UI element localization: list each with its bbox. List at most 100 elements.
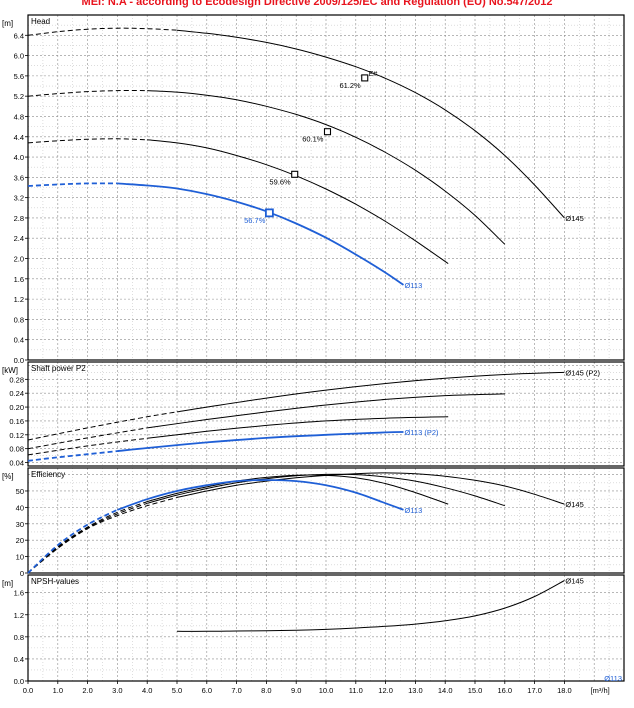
curve-solid-segment <box>147 393 505 429</box>
y-tick-label: 5.6 <box>14 72 24 81</box>
curve-solid-segment <box>176 29 565 219</box>
y-tick-label: 3.6 <box>14 173 24 182</box>
curve-end-label: Ø145 <box>565 214 583 223</box>
y-tick-label: 0.8 <box>14 315 24 324</box>
x-tick-label: 5.0 <box>172 686 182 695</box>
y-tick-label: 1.2 <box>14 295 24 304</box>
y-tick-label: 2.0 <box>14 255 24 264</box>
x-tick-label: 18.0 <box>557 686 572 695</box>
y-tick-label: 0.08 <box>9 445 24 454</box>
curve-solid-segment <box>147 139 449 265</box>
curve-dashed-segment <box>27 411 178 441</box>
panel-frame <box>27 361 625 467</box>
duty-point-marker <box>291 170 299 178</box>
y-unit-label: [m] <box>2 19 13 28</box>
regulation-banner: MEI: N.A - according to Ecodesign Direct… <box>81 0 553 8</box>
y-tick-label: 40 <box>16 503 24 512</box>
y-unit-label: [kW] <box>2 366 18 375</box>
head-panel: 0.0 0.4 0.8 1.2 1.6 2.0 2.4 2.8 3.2 3.6 4.0 4.4 4.8 5… <box>2 14 625 365</box>
y-unit-label: [%] <box>2 472 14 481</box>
duty-point-marker <box>361 74 369 82</box>
duty-point-marker <box>264 208 274 218</box>
x-tick-label: 12.0 <box>378 686 393 695</box>
point-tag-label: E# <box>369 71 378 78</box>
y-tick-label: 30 <box>16 520 24 529</box>
panel-title: Shaft power P2 <box>31 364 86 373</box>
curve-solid-segment <box>176 580 565 632</box>
y-tick-label: 0.16 <box>9 417 24 426</box>
curve-solid-segment <box>147 416 449 439</box>
y-tick-label: 1.6 <box>14 589 24 598</box>
y-tick-label: 5.2 <box>14 92 24 101</box>
x-tick-label: 8.0 <box>261 686 271 695</box>
power-panel: 0.04 0.08 0.12 0.16 0.20 0.24 0.28[kW] Shaft po… <box>2 361 625 468</box>
curve-dashed-segment <box>27 427 148 450</box>
curve-dashed-segment <box>27 90 148 97</box>
y-tick-label: 0.8 <box>14 633 24 642</box>
x-tick-label: 9.0 <box>291 686 301 695</box>
curve-solid-segment <box>147 90 506 245</box>
x-tick-label: 3.0 <box>112 686 122 695</box>
y-tick-label: 0.4 <box>14 655 24 664</box>
curve-dashed-segment <box>27 437 148 456</box>
curve-end-label: Ø145 (P2) <box>565 368 600 377</box>
x-tick-label: 10.0 <box>319 686 334 695</box>
y-tick-label: 0.4 <box>14 336 24 345</box>
x-tick-label: 2.0 <box>82 686 92 695</box>
y-tick-label: 0.12 <box>9 431 24 440</box>
x-tick-label: 6.0 <box>202 686 212 695</box>
y-tick-label: 0 <box>20 569 24 578</box>
y-tick-label: 4.8 <box>14 112 24 121</box>
efficiency-panel: 0 10 20 30 40 50[%] Efficiency Ø145 Ø113 <box>2 467 625 578</box>
curve-dashed-segment <box>27 450 118 462</box>
curve-end-label: Ø113 <box>604 674 622 683</box>
x-tick-label: 7.0 <box>231 686 241 695</box>
efficiency-point-label: 56.7% <box>244 216 266 225</box>
curve-solid-segment <box>147 473 505 507</box>
y-tick-label: 1.6 <box>14 275 24 284</box>
y-tick-label: 0.0 <box>14 356 24 365</box>
curve-end-label: Ø145 <box>565 577 583 586</box>
x-tick-label: 15.0 <box>468 686 483 695</box>
y-tick-label: 2.8 <box>14 214 24 223</box>
curve-solid-segment <box>176 371 565 413</box>
curve-end-label: Ø145 <box>565 500 583 509</box>
x-tick-label: 17.0 <box>527 686 542 695</box>
curve-solid-segment <box>117 182 404 286</box>
y-tick-label: 0.0 <box>14 677 24 686</box>
curve-dashed-segment <box>27 497 178 574</box>
curve-dashed-segment <box>27 138 148 144</box>
y-tick-label: 20 <box>16 536 24 545</box>
y-tick-label: 4.4 <box>14 133 24 142</box>
efficiency-point-label: 60.1% <box>302 135 324 144</box>
panel-title: Head <box>31 17 50 26</box>
curve-solid-segment <box>117 431 404 452</box>
x-tick-label: 16.0 <box>497 686 512 695</box>
panel-frame <box>27 467 625 574</box>
y-tick-label: 0.24 <box>9 389 24 398</box>
x-tick-label: 14.0 <box>438 686 453 695</box>
x-tick-label: 1.0 <box>53 686 63 695</box>
x-axis: 0.0 1.0 2.0 3.0 4.0 5.0 6.0 7.0 8.0 9.0 10.0 11.0 12… <box>23 681 610 695</box>
y-tick-label: 0.04 <box>9 459 24 468</box>
x-unit-label: [m³/h] <box>591 686 610 695</box>
y-tick-label: 1.2 <box>14 611 24 620</box>
y-tick-label: 0.28 <box>9 375 24 384</box>
curve-solid-segment <box>176 472 565 505</box>
curve-dashed-segment <box>27 27 178 36</box>
y-tick-label: 6.4 <box>14 31 24 40</box>
y-tick-label: 2.4 <box>14 234 24 243</box>
panel-title: Efficiency <box>31 470 65 479</box>
efficiency-point-label: 59.6% <box>269 177 291 186</box>
y-tick-label: 4.0 <box>14 153 24 162</box>
curve-end-label: Ø113 <box>404 281 422 290</box>
y-unit-label: [m] <box>2 579 13 588</box>
y-tick-label: 0.20 <box>9 403 24 412</box>
y-tick-label: 6.0 <box>14 52 24 61</box>
curve-solid-segment <box>117 479 404 511</box>
npsh-panel: 0.0 0.4 0.8 1.2 1.6[m] NPSH-values Ø145 Ø113 <box>2 574 625 686</box>
curve-end-label: Ø113 <box>404 506 422 515</box>
y-tick-label: 3.2 <box>14 194 24 203</box>
curve-dashed-segment <box>27 508 118 574</box>
